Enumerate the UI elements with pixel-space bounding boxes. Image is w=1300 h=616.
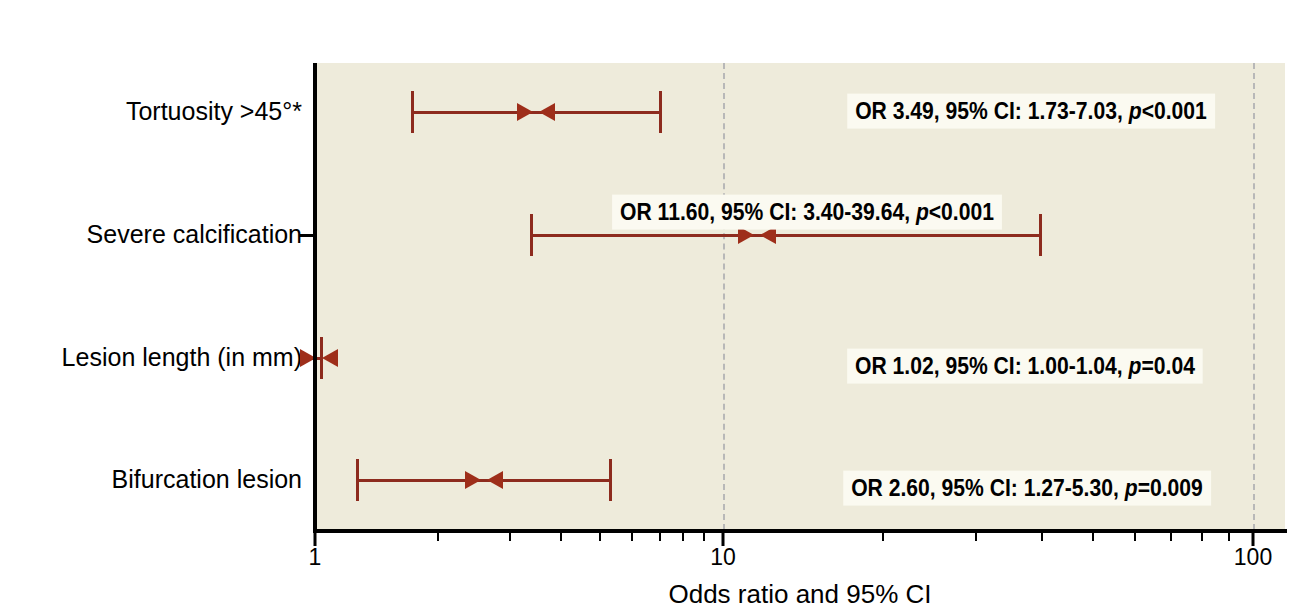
or-arrow-right [465, 471, 481, 489]
row-label: Lesion length (in mm) [62, 344, 302, 372]
or-arrow-left [487, 471, 503, 489]
y-axis-line [313, 63, 317, 533]
x-tick-minor-6 [631, 532, 633, 541]
x-tick-label-10: 10 [710, 546, 736, 569]
row-label: Severe calcification [87, 221, 302, 249]
or-annotation: OR 1.02, 95% CI: 1.00-1.04, p=0.04 [847, 349, 1203, 384]
x-tick-label-1: 1 [309, 546, 322, 569]
ci-line [532, 234, 1040, 237]
p-value: =0.009 [1138, 474, 1203, 501]
ci-high-cap [609, 459, 612, 501]
x-tick-minor-3 [509, 532, 511, 541]
plot-area [315, 63, 1285, 530]
x-tick-minor-4 [560, 532, 562, 541]
x-tick-minor-70 [1170, 532, 1172, 541]
x-tick-minor-7 [659, 532, 661, 541]
ci-high-cap [659, 91, 662, 133]
x-tick-minor-30 [975, 532, 977, 541]
or-ci-text: OR 1.02, 95% CI: 1.00-1.04, [855, 352, 1129, 379]
x-tick-minor-80 [1201, 532, 1203, 541]
row-label: Tortuosity >45°* [126, 98, 302, 126]
x-tick-minor-40 [1041, 532, 1043, 541]
ci-high-cap [1039, 214, 1042, 256]
x-tick-minor-20 [882, 532, 884, 541]
x-tick-label-100: 100 [1234, 546, 1272, 569]
x-tick-minor-50 [1092, 532, 1094, 541]
ci-line [357, 479, 610, 482]
ci-low-cap [530, 214, 533, 256]
x-axis-line [313, 529, 1287, 533]
or-annotation: OR 2.60, 95% CI: 1.27-5.30, p=0.009 [843, 471, 1210, 506]
gridline-100 [1253, 63, 1255, 530]
p-label: p [1125, 474, 1138, 501]
or-ci-text: OR 3.49, 95% CI: 1.73-7.03, [855, 97, 1129, 124]
x-tick-minor-9 [703, 532, 705, 541]
p-value: <0.001 [1142, 97, 1207, 124]
x-tick-minor-60 [1134, 532, 1136, 541]
or-annotation: OR 11.60, 95% CI: 3.40-39.64, p<0.001 [612, 195, 1002, 230]
x-tick-minor-8 [682, 532, 684, 541]
ci-line [412, 111, 660, 114]
forest-plot-figure: 1 10 100 Tortuosity >45°* OR 3.49, 95% CI: 1… [0, 0, 1300, 616]
p-label: p [1129, 97, 1142, 124]
or-ci-text: OR 11.60, 95% CI: 3.40-39.64, [620, 198, 916, 225]
or-ci-text: OR 2.60, 95% CI: 1.27-5.30, [851, 474, 1125, 501]
or-arrow-right [517, 103, 533, 121]
x-tick-minor-5 [599, 532, 601, 541]
p-value: <0.001 [929, 198, 994, 225]
or-arrow-left [322, 349, 338, 367]
x-axis-title: Odds ratio and 95% CI [668, 581, 931, 607]
or-arrow-left [539, 103, 555, 121]
ci-low-cap [356, 459, 359, 501]
p-value: =0.04 [1141, 352, 1194, 379]
ci-low-cap [411, 91, 414, 133]
or-annotation: OR 3.49, 95% CI: 1.73-7.03, p<0.001 [847, 94, 1214, 129]
gridline-10 [723, 63, 725, 530]
p-label: p [1129, 352, 1142, 379]
x-tick-minor-2 [437, 532, 439, 541]
x-tick-minor-90 [1228, 532, 1230, 541]
p-label: p [916, 198, 929, 225]
row-label: Bifurcation lesion [112, 466, 302, 494]
